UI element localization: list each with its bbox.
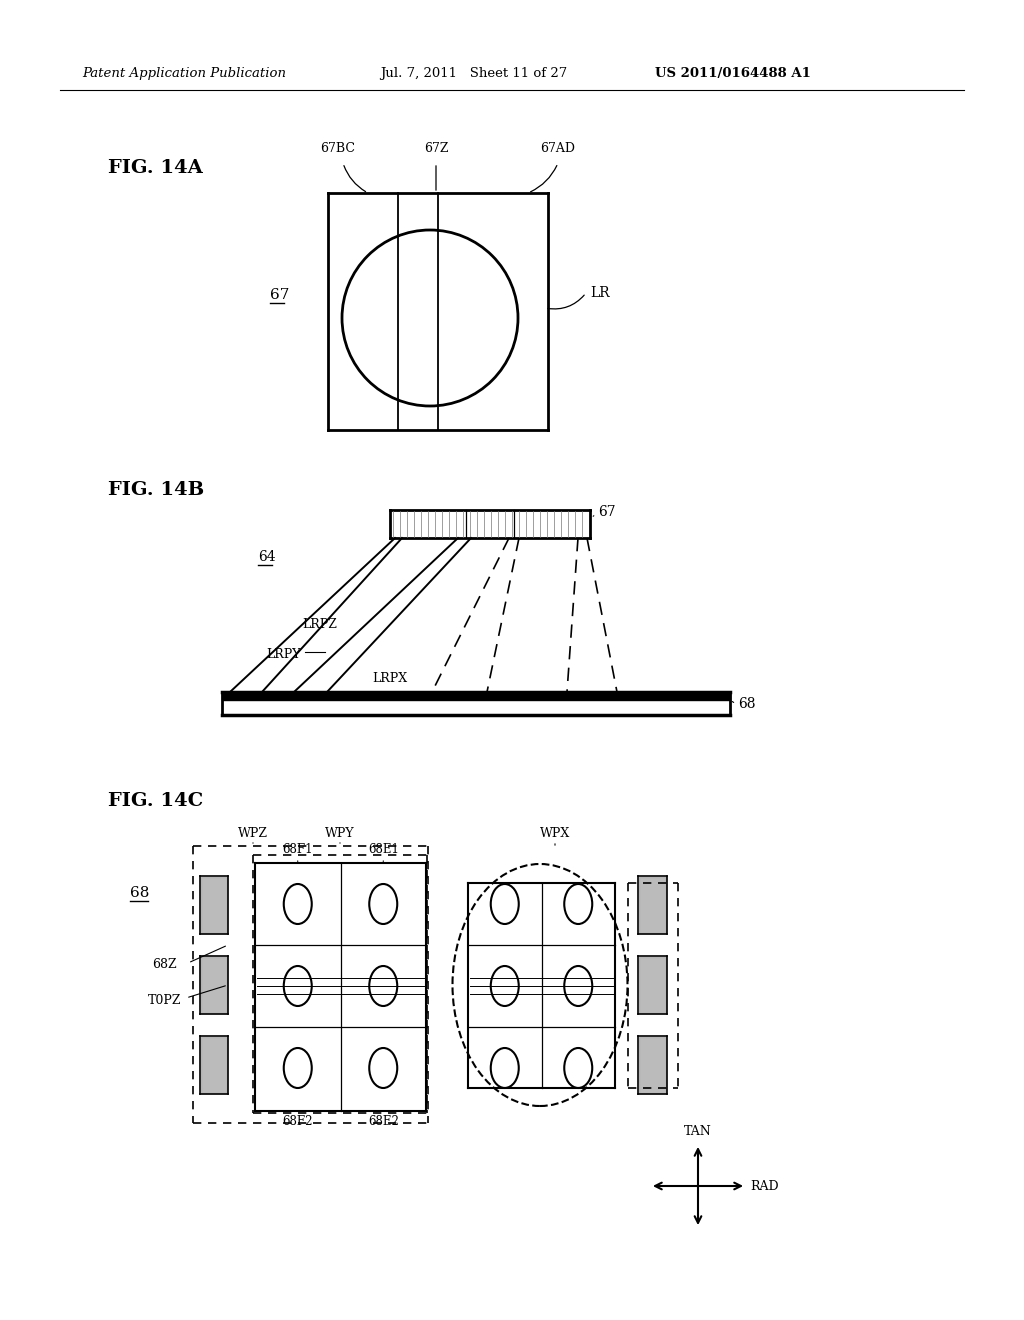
- Text: 67: 67: [270, 288, 290, 302]
- Text: RAD: RAD: [750, 1180, 778, 1192]
- Text: 67BC: 67BC: [321, 143, 355, 154]
- Text: WPY: WPY: [326, 828, 354, 840]
- Text: 67: 67: [598, 506, 615, 519]
- Text: 68E2: 68E2: [368, 1115, 398, 1129]
- Text: T0PZ: T0PZ: [148, 994, 181, 1006]
- Text: LR: LR: [590, 286, 609, 300]
- Text: Jul. 7, 2011   Sheet 11 of 27: Jul. 7, 2011 Sheet 11 of 27: [380, 66, 567, 79]
- Text: 68F2: 68F2: [283, 1115, 313, 1129]
- Text: TAN: TAN: [684, 1125, 712, 1138]
- Text: LRPZ: LRPZ: [302, 619, 337, 631]
- Text: WPX: WPX: [540, 828, 570, 840]
- Text: WPZ: WPZ: [238, 828, 268, 840]
- Text: 68F1: 68F1: [283, 843, 313, 855]
- Text: 68Z: 68Z: [152, 958, 176, 972]
- Text: 67AD: 67AD: [541, 143, 575, 154]
- Text: FIG. 14B: FIG. 14B: [108, 480, 204, 499]
- Text: 67Z: 67Z: [424, 143, 449, 154]
- Text: FIG. 14A: FIG. 14A: [108, 158, 203, 177]
- Text: 68: 68: [738, 697, 756, 711]
- Text: LRPY: LRPY: [266, 648, 300, 660]
- Text: 64: 64: [258, 550, 275, 564]
- Text: 68: 68: [130, 886, 150, 900]
- Text: 68E1: 68E1: [368, 843, 398, 855]
- Text: LRPX: LRPX: [372, 672, 408, 685]
- Text: Patent Application Publication: Patent Application Publication: [82, 66, 286, 79]
- Text: US 2011/0164488 A1: US 2011/0164488 A1: [655, 66, 811, 79]
- Text: FIG. 14C: FIG. 14C: [108, 792, 203, 810]
